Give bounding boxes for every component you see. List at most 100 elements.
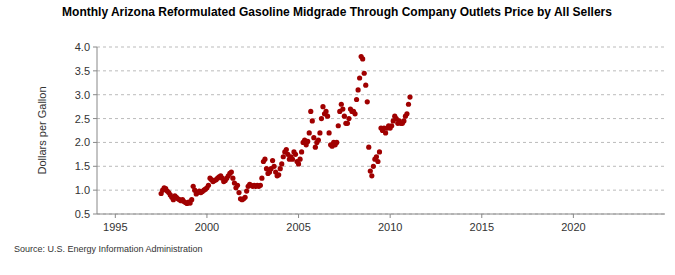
point [189,197,194,202]
point [279,161,284,166]
y-tick [93,47,97,48]
point [374,154,379,159]
point [259,176,264,181]
point [369,173,374,178]
point [297,157,302,162]
point [363,83,368,88]
point [342,114,347,119]
point [311,135,316,140]
x-tick-label: 2020 [561,221,585,233]
point [230,176,235,181]
point [375,159,380,164]
point [326,130,331,135]
point [244,188,249,193]
point [368,168,373,173]
y-tick-label: 2.5 [75,113,90,125]
point [336,123,341,128]
y-tick [93,166,97,167]
point [284,147,289,152]
point [355,87,360,92]
y-tick-label: 0.5 [75,208,90,220]
point [270,158,275,163]
grid-line [97,47,665,48]
point [206,183,211,188]
y-tick [93,214,97,215]
grid-line [97,166,665,167]
point [362,71,367,76]
point [229,169,234,174]
x-tick [390,214,391,218]
y-tick [93,190,97,191]
points [159,54,413,206]
point [334,140,339,145]
point [407,95,412,100]
chart: Monthly Arizona Reformulated Gasoline Mi… [0,0,675,275]
y-tick-label: 1.5 [75,160,90,172]
point [308,109,313,114]
point [354,97,359,102]
point [310,118,315,123]
point [276,172,281,177]
point [305,139,310,144]
point [406,102,411,107]
y-tick-label: 4.0 [75,41,90,53]
x-axis [97,214,665,215]
point [296,161,301,166]
point [290,157,295,162]
point [319,116,324,121]
x-tick-label: 2005 [286,221,310,233]
point [262,157,267,162]
y-tick-label: 1.0 [75,184,90,196]
point [278,166,283,171]
point [389,123,394,128]
x-tick-label: 1995 [103,221,127,233]
point [325,114,330,119]
y-tick [93,94,97,95]
y-axis [97,47,98,214]
point [352,111,357,116]
point [377,149,382,154]
grid-line [97,118,665,119]
x-tick-label: 2010 [378,221,402,233]
point [383,130,388,135]
point [313,145,318,150]
point [345,121,350,126]
point [404,111,409,116]
point [293,152,298,157]
point [243,195,248,200]
grid-line [97,142,665,143]
grid-line [97,94,665,95]
point [365,99,370,104]
grid-line [97,214,665,215]
x-tick [573,214,574,218]
point [340,106,345,111]
y-axis-label: Dollars per Gallon [36,86,48,174]
title: Monthly Arizona Reformulated Gasoline Mi… [62,5,612,19]
x-tick [481,214,482,218]
y-tick-label: 3.5 [75,65,90,77]
x-tick [115,214,116,218]
point [360,56,365,61]
point [320,104,325,109]
grid-line [97,70,665,71]
y-tick-label: 2.0 [75,136,90,148]
point [272,164,277,169]
point [357,75,362,80]
point [339,102,344,107]
x-tick-label: 2015 [470,221,494,233]
point [258,183,263,188]
point [316,137,321,142]
y-tick [93,70,97,71]
point [371,164,376,169]
point [235,183,240,188]
point [401,118,406,123]
x-tick [206,214,207,218]
y-tick-label: 3.0 [75,89,90,101]
point [236,190,241,195]
point [323,109,328,114]
source: Source: U.S. Energy Information Administ… [14,244,203,254]
y-tick [93,118,97,119]
point [346,116,351,121]
point [366,145,371,150]
point [317,130,322,135]
